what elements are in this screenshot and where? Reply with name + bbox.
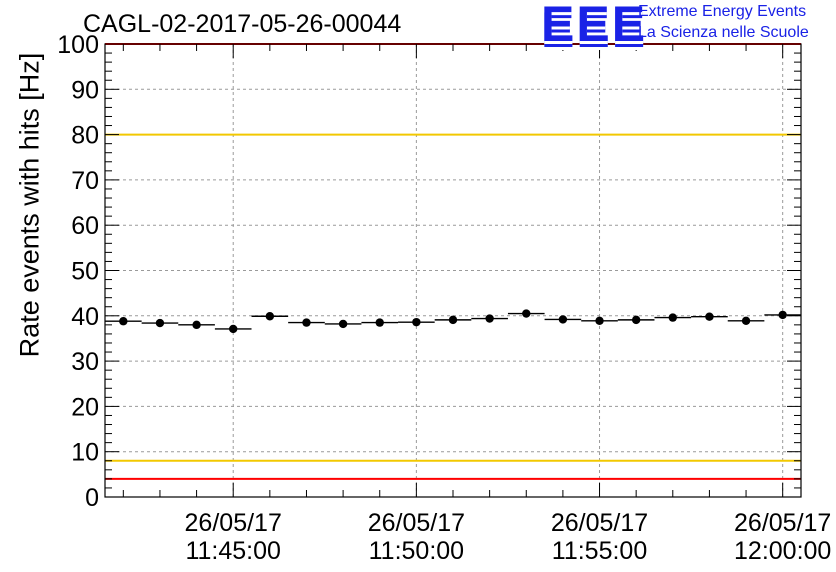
data-point [741, 316, 751, 325]
data-point [338, 319, 348, 329]
y-axis-title: Rate events with hits [Hz] [14, 52, 45, 358]
data-point [448, 315, 458, 325]
y-tick-label: 20 [71, 393, 99, 421]
chart-title: CAGL-02-2017-05-26-00044 [83, 10, 402, 38]
data-point [595, 316, 604, 325]
x-tick-time-label: 11:50:00 [369, 537, 464, 565]
y-tick-label: 100 [57, 31, 99, 59]
data-point [265, 312, 275, 321]
x-tick-date-label: 26/05/17 [185, 509, 282, 537]
data-point [522, 309, 531, 318]
data-point [778, 310, 787, 320]
x-tick-time-label: 12:00:00 [734, 537, 831, 565]
x-tick-time-label: 11:55:00 [552, 537, 647, 565]
data-point [155, 318, 165, 328]
logo-tagline-2: La Scienza nelle Scuole [638, 24, 809, 41]
y-tick-label: 70 [71, 167, 99, 195]
x-tick-date-label: 26/05/17 [551, 509, 648, 537]
x-tick-date-label: 26/05/17 [368, 509, 465, 537]
data-point [302, 318, 311, 327]
x-tick-date-label: 26/05/17 [734, 509, 831, 537]
y-tick-label: 30 [71, 348, 99, 376]
y-tick-label: 40 [71, 303, 99, 331]
y-tick-label: 10 [71, 439, 99, 467]
logo-tagline-1: Extreme Energy Events [638, 3, 807, 20]
y-tick-label: 90 [71, 76, 99, 104]
y-tick-label: 80 [71, 122, 99, 150]
y-tick-label: 0 [85, 484, 99, 512]
data-point [375, 318, 384, 327]
data-point [558, 315, 568, 324]
data-point [229, 324, 238, 334]
eee-logo: EEE [541, 0, 648, 52]
data-point [412, 317, 421, 327]
data-point [631, 315, 641, 325]
y-tick-label: 60 [71, 212, 99, 240]
y-tick-label: 50 [71, 258, 99, 286]
data-point [192, 320, 201, 330]
data-point [668, 313, 677, 322]
data-point [705, 312, 714, 321]
data-point [119, 317, 128, 326]
x-tick-time-label: 11:45:00 [185, 537, 280, 565]
data-point [485, 314, 494, 323]
